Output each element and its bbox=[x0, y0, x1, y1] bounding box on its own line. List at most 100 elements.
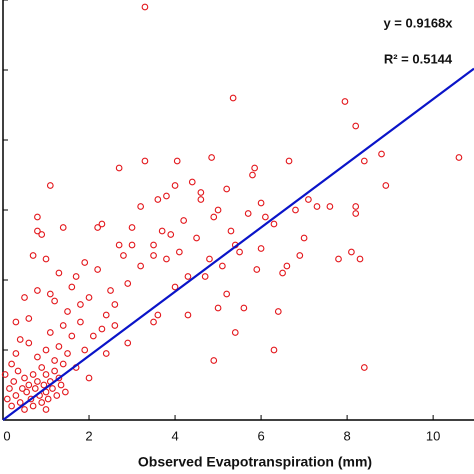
point bbox=[10, 378, 18, 385]
point bbox=[57, 381, 65, 389]
point bbox=[176, 248, 183, 256]
point bbox=[210, 213, 218, 221]
point bbox=[51, 357, 58, 364]
point bbox=[25, 381, 33, 389]
point bbox=[206, 255, 213, 263]
point bbox=[141, 3, 149, 11]
point bbox=[223, 290, 231, 298]
point bbox=[21, 406, 28, 413]
point bbox=[85, 374, 93, 382]
point bbox=[154, 311, 162, 319]
point bbox=[89, 332, 97, 340]
point bbox=[42, 346, 50, 354]
point bbox=[29, 402, 37, 410]
point bbox=[348, 248, 355, 256]
point bbox=[223, 185, 231, 193]
point bbox=[46, 329, 54, 336]
point bbox=[38, 364, 46, 371]
point bbox=[231, 329, 239, 336]
point bbox=[42, 371, 50, 378]
point bbox=[8, 360, 15, 368]
point bbox=[38, 399, 46, 406]
point bbox=[59, 224, 67, 231]
point bbox=[296, 252, 304, 259]
point bbox=[102, 311, 110, 319]
point bbox=[292, 206, 299, 214]
point bbox=[12, 392, 20, 399]
point bbox=[150, 252, 157, 259]
point bbox=[193, 234, 200, 242]
point bbox=[455, 154, 463, 161]
point bbox=[49, 385, 56, 392]
point bbox=[360, 157, 368, 165]
point bbox=[229, 94, 237, 102]
point bbox=[111, 301, 119, 308]
point bbox=[51, 367, 58, 375]
point bbox=[270, 220, 278, 228]
point bbox=[150, 318, 157, 326]
point bbox=[171, 182, 179, 189]
x-axis-label: Observed Evapotranspiration (mm) bbox=[138, 454, 372, 470]
point bbox=[124, 280, 132, 287]
point bbox=[137, 203, 144, 210]
point bbox=[214, 206, 222, 214]
point bbox=[154, 196, 162, 203]
point bbox=[51, 297, 58, 305]
point bbox=[46, 182, 54, 189]
x-tick-label: 6 bbox=[257, 428, 264, 443]
point bbox=[283, 262, 291, 270]
point bbox=[14, 367, 22, 375]
point bbox=[64, 350, 71, 357]
point bbox=[352, 203, 360, 210]
point bbox=[64, 308, 71, 315]
point bbox=[236, 248, 243, 256]
point bbox=[279, 269, 286, 277]
point bbox=[341, 98, 349, 105]
point bbox=[167, 231, 175, 238]
point bbox=[8, 402, 15, 410]
point bbox=[68, 283, 76, 291]
point bbox=[253, 266, 261, 273]
point bbox=[6, 385, 13, 392]
equation: y = 0.9168x bbox=[383, 15, 453, 30]
point bbox=[27, 395, 35, 403]
point bbox=[55, 374, 63, 382]
point bbox=[44, 395, 52, 403]
point bbox=[23, 388, 31, 396]
point bbox=[59, 322, 67, 329]
point bbox=[59, 360, 67, 368]
point bbox=[55, 343, 63, 350]
point bbox=[3, 395, 11, 403]
point bbox=[102, 350, 110, 357]
point bbox=[244, 210, 252, 217]
point bbox=[42, 406, 50, 413]
point bbox=[249, 171, 256, 179]
point bbox=[251, 164, 258, 172]
point bbox=[98, 220, 106, 228]
point bbox=[137, 262, 144, 270]
point bbox=[257, 245, 265, 252]
point bbox=[34, 213, 41, 221]
point bbox=[184, 311, 192, 319]
point bbox=[240, 304, 248, 312]
point bbox=[81, 259, 89, 266]
point bbox=[72, 273, 80, 280]
point bbox=[335, 255, 342, 263]
r-squared: R² = 0.5144 bbox=[384, 51, 453, 66]
point bbox=[197, 189, 205, 196]
point bbox=[188, 178, 196, 186]
point bbox=[382, 182, 390, 189]
point bbox=[120, 252, 127, 259]
point bbox=[62, 388, 69, 396]
point bbox=[274, 308, 282, 315]
point bbox=[25, 315, 33, 322]
point bbox=[180, 217, 188, 224]
point bbox=[378, 150, 385, 158]
point bbox=[257, 199, 265, 207]
x-tick-label: 8 bbox=[343, 428, 350, 443]
point bbox=[29, 371, 37, 378]
point bbox=[150, 241, 157, 249]
point bbox=[94, 266, 101, 273]
point bbox=[158, 227, 166, 235]
x-tick-label: 2 bbox=[85, 428, 92, 443]
